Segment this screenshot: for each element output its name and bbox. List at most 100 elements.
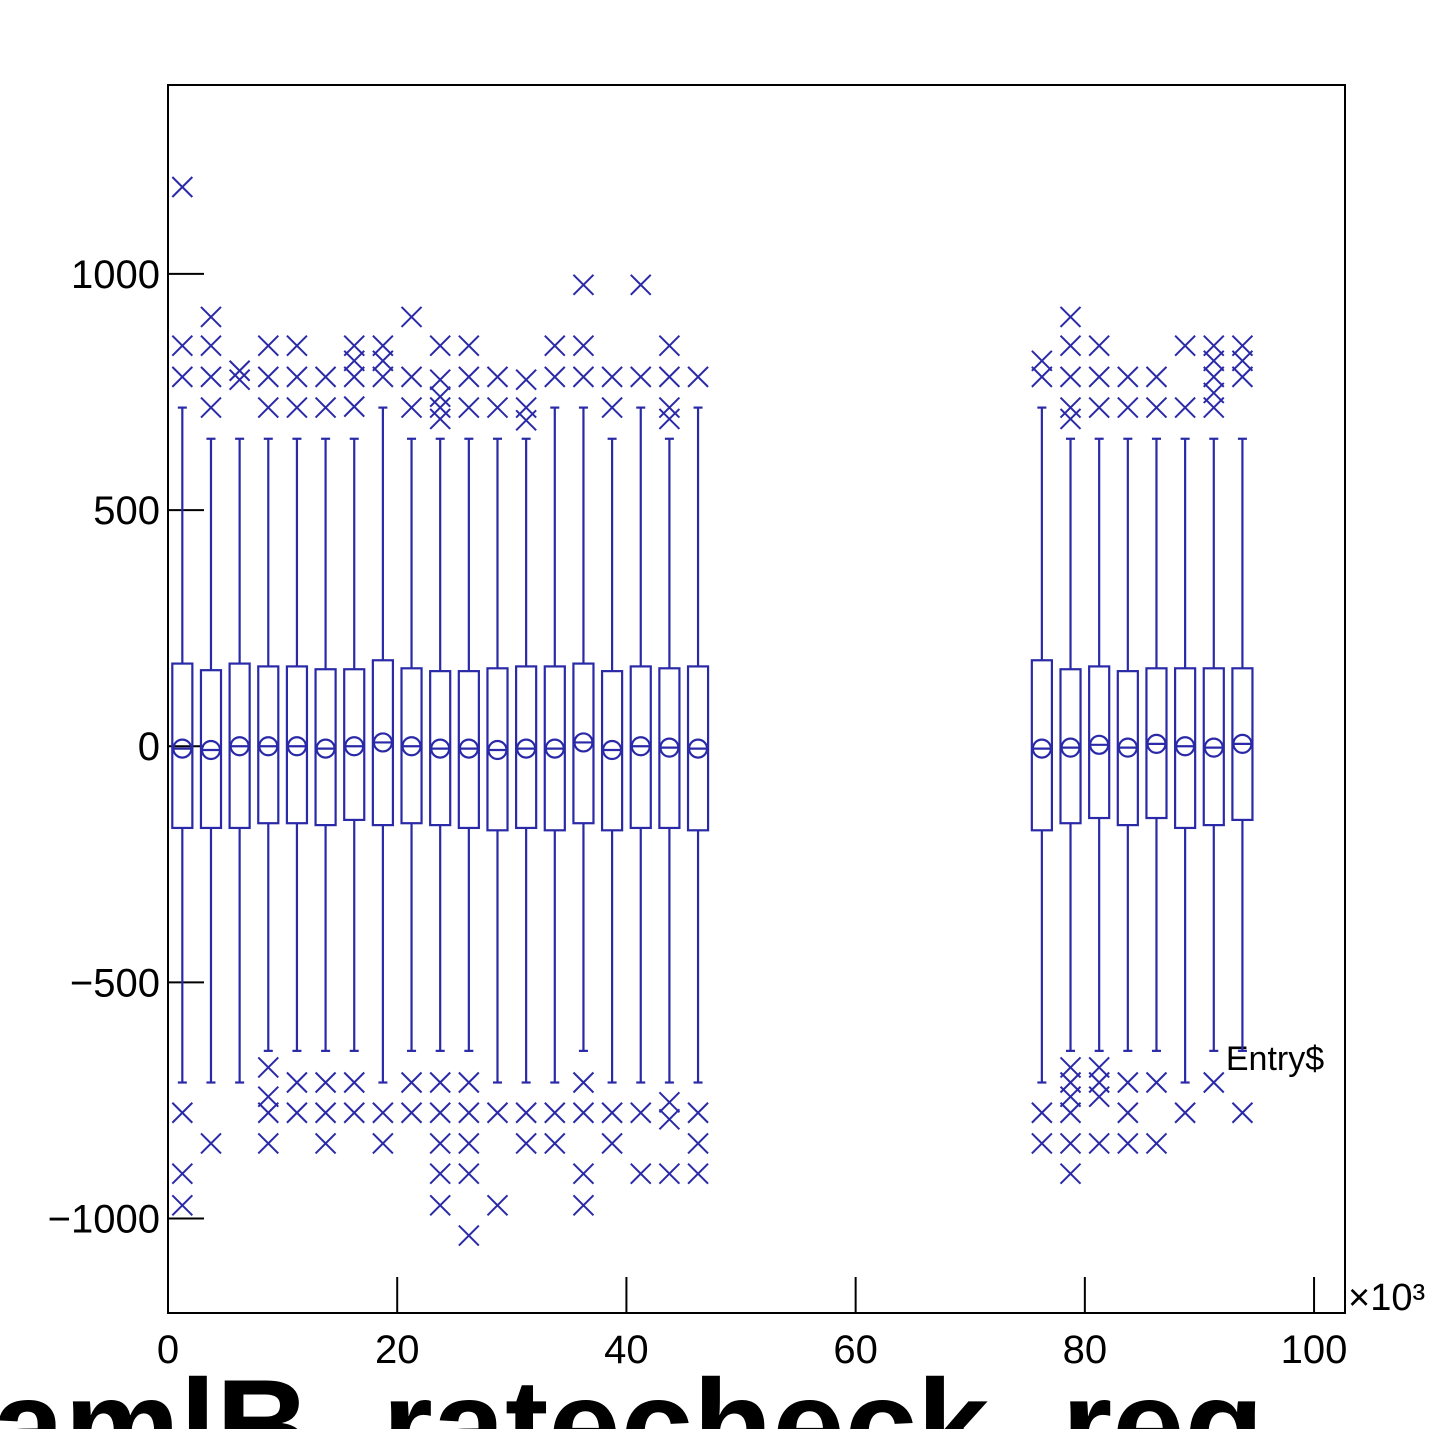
outlier xyxy=(429,335,451,357)
median-marker xyxy=(229,736,250,757)
median-marker xyxy=(401,736,422,757)
outlier xyxy=(1203,396,1225,419)
box xyxy=(1030,659,1053,832)
outlier xyxy=(286,396,308,419)
x-tick-label: 60 xyxy=(833,1328,878,1372)
median-marker xyxy=(630,736,651,757)
outlier xyxy=(1117,1132,1139,1155)
outlier xyxy=(1088,335,1110,357)
outlier xyxy=(687,1162,709,1185)
outlier xyxy=(572,366,595,388)
box xyxy=(1059,668,1082,825)
x-tick-label: 40 xyxy=(604,1328,649,1372)
outlier xyxy=(572,274,595,296)
outlier xyxy=(544,1102,566,1124)
outlier xyxy=(1059,408,1082,430)
outlier xyxy=(1088,396,1110,419)
y-tick-label: 0 xyxy=(138,725,160,769)
median-marker xyxy=(573,732,594,753)
outlier xyxy=(658,366,681,388)
outlier xyxy=(171,1102,194,1124)
outlier xyxy=(572,1162,595,1185)
outlier xyxy=(343,1071,365,1094)
outlier xyxy=(1231,1102,1254,1124)
outlier xyxy=(257,1085,279,1108)
outlier xyxy=(1203,350,1225,372)
outlier xyxy=(200,366,222,388)
outlier xyxy=(486,396,509,419)
median-marker xyxy=(601,739,623,761)
outlier xyxy=(658,396,681,419)
outlier xyxy=(1088,1056,1110,1079)
box xyxy=(515,665,538,830)
outlier xyxy=(1145,366,1168,388)
outlier xyxy=(343,1102,365,1124)
outlier xyxy=(1059,335,1082,357)
median-marker xyxy=(1089,734,1110,755)
outlier xyxy=(1174,396,1196,419)
outlier xyxy=(601,396,623,419)
outlier xyxy=(1117,1071,1139,1094)
median-marker xyxy=(1031,738,1052,759)
median-marker xyxy=(286,736,308,757)
annotation: amlB_ratecheck_req xyxy=(0,1352,1264,1429)
x-tick-label: 80 xyxy=(1063,1328,1108,1372)
median-marker xyxy=(258,736,279,757)
x-multiplier: ×10³ xyxy=(1348,1277,1425,1319)
outlier xyxy=(372,366,394,388)
outlier xyxy=(658,1108,681,1131)
outlier xyxy=(572,1102,595,1124)
box xyxy=(314,668,337,827)
outlier xyxy=(228,360,251,382)
outlier xyxy=(171,335,194,357)
outlier xyxy=(400,396,423,419)
median-marker xyxy=(1232,733,1253,754)
median-marker xyxy=(487,739,508,761)
box xyxy=(343,668,366,822)
median-marker xyxy=(1117,737,1138,758)
outlier xyxy=(458,396,480,419)
outlier xyxy=(257,366,279,388)
outlier xyxy=(486,366,509,388)
x-tick-label: 20 xyxy=(375,1328,420,1372)
median-marker xyxy=(172,738,193,759)
median-marker xyxy=(200,739,222,761)
outlier xyxy=(458,1162,480,1185)
median-marker xyxy=(1203,737,1224,758)
outlier xyxy=(1145,1071,1168,1094)
outlier xyxy=(515,1132,537,1155)
outlier xyxy=(343,366,365,388)
outlier xyxy=(1059,1162,1082,1185)
median-marker xyxy=(458,738,479,759)
outlier xyxy=(658,1162,681,1185)
outlier xyxy=(658,1091,681,1114)
outlier xyxy=(171,176,194,198)
outlier xyxy=(1088,1132,1110,1155)
outlier xyxy=(1231,366,1254,388)
outlier xyxy=(1088,366,1110,388)
outlier xyxy=(658,335,681,357)
outlier xyxy=(515,1102,537,1124)
x-axis-label: Entry$ xyxy=(1226,1040,1324,1078)
outlier xyxy=(687,366,709,388)
outlier xyxy=(458,335,480,357)
outlier xyxy=(1031,1102,1053,1124)
outlier xyxy=(601,1132,623,1155)
outlier xyxy=(687,1102,709,1124)
box xyxy=(1088,665,1111,820)
outlier xyxy=(314,396,337,419)
outlier xyxy=(286,1102,308,1124)
box xyxy=(1173,667,1197,830)
outlier xyxy=(257,1056,279,1079)
outlier xyxy=(372,1132,394,1155)
outlier xyxy=(1174,1102,1196,1124)
outlier xyxy=(314,1071,337,1094)
outlier xyxy=(515,369,537,391)
outlier xyxy=(1088,1085,1110,1108)
outlier xyxy=(1059,366,1082,388)
outlier xyxy=(429,396,451,419)
outlier xyxy=(1231,335,1254,357)
outlier xyxy=(400,1102,423,1124)
outlier xyxy=(372,350,394,372)
